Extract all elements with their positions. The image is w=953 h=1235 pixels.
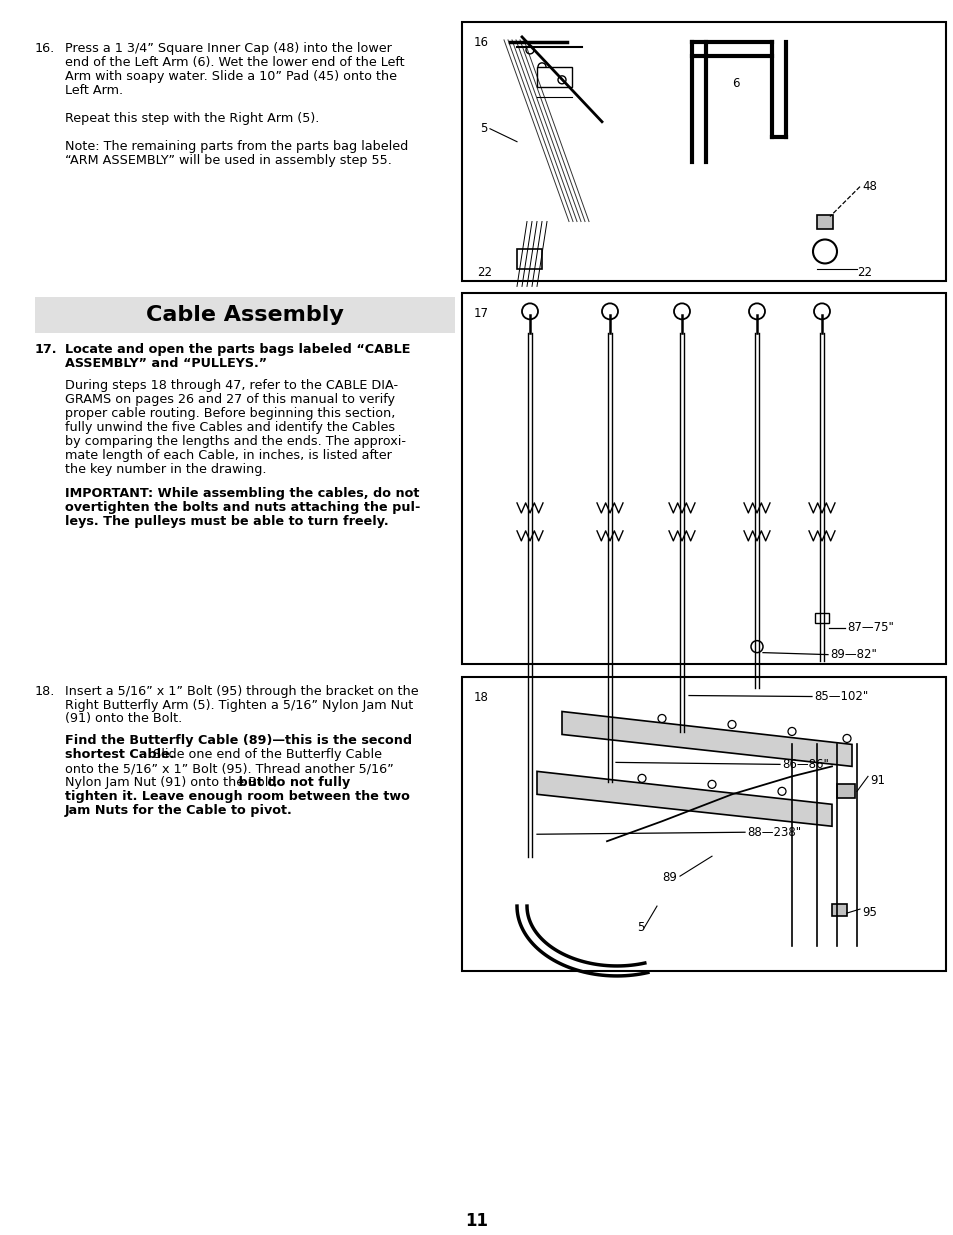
Circle shape <box>523 831 536 844</box>
Text: end of the Left Arm (6). Wet the lower end of the Left: end of the Left Arm (6). Wet the lower e… <box>65 56 404 69</box>
Bar <box>537 67 572 86</box>
Text: 6: 6 <box>731 77 739 90</box>
Text: 18.: 18. <box>35 684 55 698</box>
Text: shortest Cable.: shortest Cable. <box>65 748 174 762</box>
Text: Repeat this step with the Right Arm (5).: Repeat this step with the Right Arm (5). <box>65 111 319 125</box>
Text: 89—82": 89—82" <box>829 648 876 661</box>
Circle shape <box>525 46 534 54</box>
Text: 88—238": 88—238" <box>746 826 801 839</box>
Ellipse shape <box>516 788 543 827</box>
Text: Press a 1 3/4” Square Inner Cap (48) into the lower: Press a 1 3/4” Square Inner Cap (48) int… <box>65 42 392 54</box>
Text: Arm with soapy water. Slide a 10” Pad (45) onto the: Arm with soapy water. Slide a 10” Pad (4… <box>65 70 396 83</box>
Polygon shape <box>561 711 851 767</box>
Bar <box>35 298 455 333</box>
Text: GRAMS on pages 26 and 27 of this manual to verify: GRAMS on pages 26 and 27 of this manual … <box>65 393 395 406</box>
Bar <box>461 677 945 971</box>
Bar <box>675 680 688 690</box>
Text: proper cable routing. Before beginning this section,: proper cable routing. Before beginning t… <box>65 408 395 420</box>
Text: 48: 48 <box>862 179 876 193</box>
Circle shape <box>707 781 716 788</box>
Text: During steps 18 through 47, refer to the CABLE DIA-: During steps 18 through 47, refer to the… <box>65 379 397 393</box>
Bar <box>461 22 945 282</box>
Text: mate length of each Cable, in inches, is listed after: mate length of each Cable, in inches, is… <box>65 450 392 462</box>
Text: IMPORTANT: While assembling the cables, do not: IMPORTANT: While assembling the cables, … <box>65 487 419 500</box>
Circle shape <box>673 304 689 320</box>
Text: ASSEMBLY” and “PULLEYS.”: ASSEMBLY” and “PULLEYS.” <box>65 357 267 370</box>
Text: 18: 18 <box>474 690 488 704</box>
Text: 95: 95 <box>862 906 876 919</box>
Text: Jam Nuts for the Cable to pivot.: Jam Nuts for the Cable to pivot. <box>65 804 293 818</box>
Text: 17: 17 <box>474 308 489 320</box>
Circle shape <box>778 788 785 795</box>
Text: onto the 5/16” x 1” Bolt (95). Thread another 5/16”: onto the 5/16” x 1” Bolt (95). Thread an… <box>65 762 394 776</box>
Text: 16: 16 <box>474 36 489 49</box>
Circle shape <box>750 641 762 652</box>
Text: Right Butterfly Arm (5). Tighten a 5/16” Nylon Jam Nut: Right Butterfly Arm (5). Tighten a 5/16”… <box>65 699 413 711</box>
Text: 87—75": 87—75" <box>846 621 893 635</box>
Text: 86—86": 86—86" <box>781 758 828 771</box>
Text: Locate and open the parts bags labeled “CABLE: Locate and open the parts bags labeled “… <box>65 343 410 356</box>
Bar <box>831 904 846 916</box>
Bar <box>517 249 541 269</box>
Text: 16.: 16. <box>35 42 55 54</box>
Circle shape <box>638 774 645 782</box>
Polygon shape <box>537 772 831 826</box>
Circle shape <box>558 75 565 84</box>
Circle shape <box>658 715 665 722</box>
Text: 89: 89 <box>661 871 677 884</box>
Text: Find the Butterfly Cable (89)—this is the second: Find the Butterfly Cable (89)—this is th… <box>65 735 412 747</box>
Text: Insert a 5/16” x 1” Bolt (95) through the bracket on the: Insert a 5/16” x 1” Bolt (95) through th… <box>65 684 418 698</box>
Text: 11: 11 <box>465 1213 488 1230</box>
Text: 91: 91 <box>869 774 884 788</box>
Circle shape <box>748 304 764 320</box>
Text: fully unwind the five Cables and identify the Cables: fully unwind the five Cables and identif… <box>65 421 395 435</box>
Text: (91) onto the Bolt.: (91) onto the Bolt. <box>65 713 182 725</box>
Text: 17.: 17. <box>35 343 57 356</box>
Text: 22: 22 <box>476 267 492 279</box>
Text: 85—102": 85—102" <box>813 690 867 703</box>
Text: Left Arm.: Left Arm. <box>65 84 123 96</box>
Bar <box>836 784 854 798</box>
Text: Nylon Jam Nut (91) onto the Bolt,: Nylon Jam Nut (91) onto the Bolt, <box>65 777 277 789</box>
Text: 22: 22 <box>856 267 871 279</box>
Circle shape <box>603 752 616 764</box>
Text: overtighten the bolts and nuts attaching the pul-: overtighten the bolts and nuts attaching… <box>65 501 420 514</box>
Text: Slide one end of the Butterfly Cable: Slide one end of the Butterfly Cable <box>149 748 381 762</box>
Circle shape <box>727 720 735 729</box>
Circle shape <box>537 63 545 70</box>
Bar <box>816 215 832 228</box>
Circle shape <box>601 304 618 320</box>
Bar <box>519 752 539 767</box>
Text: 5: 5 <box>479 122 487 135</box>
Text: Cable Assembly: Cable Assembly <box>146 305 344 325</box>
Circle shape <box>813 304 829 320</box>
Text: by comparing the lengths and the ends. The approxi-: by comparing the lengths and the ends. T… <box>65 435 406 448</box>
Text: the key number in the drawing.: the key number in the drawing. <box>65 463 266 475</box>
Circle shape <box>812 240 836 263</box>
Text: but do not fully: but do not fully <box>233 777 350 789</box>
Text: tighten it. Leave enough room between the two: tighten it. Leave enough room between th… <box>65 790 410 803</box>
Bar <box>461 294 945 663</box>
Circle shape <box>842 735 850 742</box>
Bar <box>814 613 828 622</box>
Text: 5: 5 <box>637 921 643 934</box>
Text: “ARM ASSEMBLY” will be used in assembly step 55.: “ARM ASSEMBLY” will be used in assembly … <box>65 153 392 167</box>
Circle shape <box>521 304 537 320</box>
Text: Note: The remaining parts from the parts bag labeled: Note: The remaining parts from the parts… <box>65 140 408 153</box>
Circle shape <box>787 727 795 736</box>
Text: leys. The pulleys must be able to turn freely.: leys. The pulleys must be able to turn f… <box>65 515 388 527</box>
